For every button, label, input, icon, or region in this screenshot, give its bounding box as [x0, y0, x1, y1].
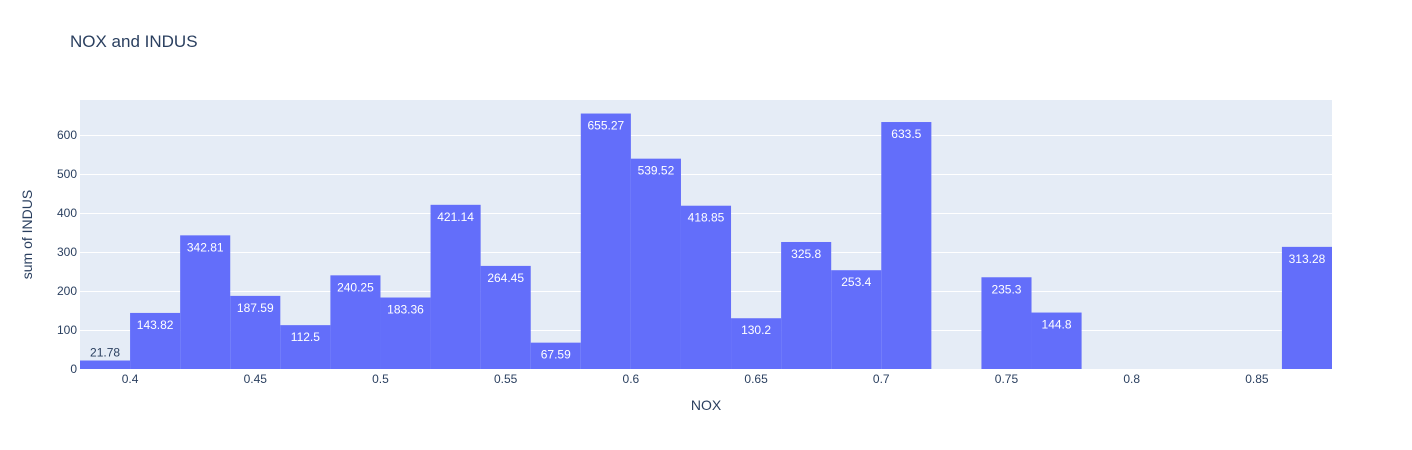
x-axis-ticks: 0.4 0.45 0.5 0.55 0.6 0.65 0.7 0.75 0.8 0.85 — [122, 372, 1269, 386]
bar — [130, 312, 181, 369]
bar — [881, 122, 932, 369]
bar-value-label: 325.8 — [791, 247, 821, 261]
bar — [1281, 246, 1332, 369]
bars — [80, 113, 1332, 369]
bar-value-label: 313.28 — [1289, 252, 1326, 266]
bar — [731, 318, 782, 369]
bar — [80, 360, 131, 369]
y-tick-label: 300 — [57, 245, 77, 259]
y-tick-label: 100 — [57, 323, 77, 337]
chart-title: NOX and INDUS — [70, 32, 198, 51]
bar-value-label: 143.82 — [137, 318, 174, 332]
bar-value-label: 235.3 — [991, 282, 1021, 296]
bar — [831, 270, 882, 369]
bar-value-label: 187.59 — [237, 301, 274, 315]
y-tick-label: 400 — [57, 206, 77, 220]
x-tick-label: 0.55 — [494, 372, 518, 386]
bar-value-label: 183.36 — [387, 303, 424, 317]
bar — [480, 265, 531, 369]
bar — [781, 241, 832, 369]
x-tick-label: 0.65 — [744, 372, 768, 386]
bar — [580, 113, 631, 369]
bar — [630, 158, 681, 369]
bar-value-label: 144.8 — [1042, 318, 1072, 332]
bar — [1031, 312, 1082, 369]
y-tick-label: 0 — [70, 362, 77, 376]
bar — [330, 275, 381, 369]
bar — [230, 295, 281, 369]
bar-value-label: 253.4 — [841, 275, 871, 289]
bar — [430, 204, 481, 369]
bar-value-label: 342.81 — [187, 240, 224, 254]
bar — [180, 235, 231, 369]
bar-value-label: 112.5 — [291, 330, 320, 344]
bar-value-label: 130.2 — [741, 323, 771, 337]
bar-value-label: 539.52 — [638, 164, 675, 178]
bar-labels: 21.78 143.82 342.81 187.59 112.5 240.25 183.36… — [90, 119, 1326, 362]
y-tick-label: 600 — [57, 128, 77, 142]
y-tick-label: 500 — [57, 167, 77, 181]
bar-value-label: 21.78 — [90, 346, 120, 360]
x-tick-label: 0.45 — [244, 372, 268, 386]
bar-value-label: 67.59 — [541, 348, 571, 362]
bar-value-label: 240.25 — [337, 280, 374, 294]
x-tick-label: 0.5 — [372, 372, 389, 386]
bar-value-label: 264.45 — [487, 271, 524, 285]
y-tick-label: 200 — [57, 284, 77, 298]
y-axis-title: sum of INDUS — [19, 190, 35, 279]
bar-value-label: 421.14 — [437, 210, 474, 224]
bar — [380, 297, 431, 369]
x-tick-label: 0.6 — [623, 372, 640, 386]
x-tick-label: 0.85 — [1245, 372, 1269, 386]
bar-value-label: 655.27 — [587, 119, 624, 133]
x-tick-label: 0.4 — [122, 372, 139, 386]
bar — [680, 205, 732, 369]
x-tick-label: 0.8 — [1123, 372, 1140, 386]
bar-value-label: 418.85 — [688, 211, 725, 225]
x-tick-label: 0.75 — [995, 372, 1019, 386]
bar — [530, 342, 581, 369]
y-axis-ticks: 0 100 200 300 400 500 600 — [57, 128, 77, 376]
x-axis-title: NOX — [691, 397, 722, 413]
x-tick-label: 0.7 — [873, 372, 890, 386]
bar-value-label: 633.5 — [891, 127, 921, 141]
bar — [981, 277, 1032, 369]
bar — [280, 325, 331, 369]
